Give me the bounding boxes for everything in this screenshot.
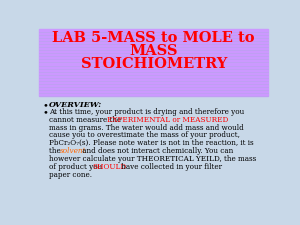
Text: MASS: MASS bbox=[130, 44, 178, 58]
Text: PbCr₂O₇(s). Please note water is not in the reaction, it is: PbCr₂O₇(s). Please note water is not in … bbox=[49, 139, 254, 147]
Text: SHOULD: SHOULD bbox=[92, 163, 126, 171]
Text: and does not interact chemically. You can: and does not interact chemically. You ca… bbox=[80, 147, 234, 155]
FancyBboxPatch shape bbox=[39, 29, 268, 96]
Text: of product you: of product you bbox=[49, 163, 105, 171]
Text: mass in grams. The water would add mass and would: mass in grams. The water would add mass … bbox=[49, 124, 244, 132]
Text: EXPERIMENTAL or MEASURED: EXPERIMENTAL or MEASURED bbox=[107, 116, 228, 124]
Text: •: • bbox=[43, 108, 49, 117]
Text: cannot measure the: cannot measure the bbox=[49, 116, 124, 124]
Text: the: the bbox=[49, 147, 63, 155]
Text: however calculate your THEORETICAL YEILD, the mass: however calculate your THEORETICAL YEILD… bbox=[49, 155, 256, 163]
Text: LAB 5-MASS to MOLE to: LAB 5-MASS to MOLE to bbox=[52, 31, 255, 45]
Text: cause you to overestimate the mass of your product,: cause you to overestimate the mass of yo… bbox=[49, 131, 240, 140]
Text: solvent: solvent bbox=[60, 147, 86, 155]
Text: At this time, your product is drying and therefore you: At this time, your product is drying and… bbox=[49, 108, 244, 116]
Text: OVERVIEW:: OVERVIEW: bbox=[49, 101, 102, 109]
Text: •: • bbox=[43, 101, 49, 110]
Text: have collected in your filter: have collected in your filter bbox=[118, 163, 222, 171]
Text: paper cone.: paper cone. bbox=[49, 171, 92, 179]
Text: STOICHIOMETRY: STOICHIOMETRY bbox=[81, 57, 227, 71]
